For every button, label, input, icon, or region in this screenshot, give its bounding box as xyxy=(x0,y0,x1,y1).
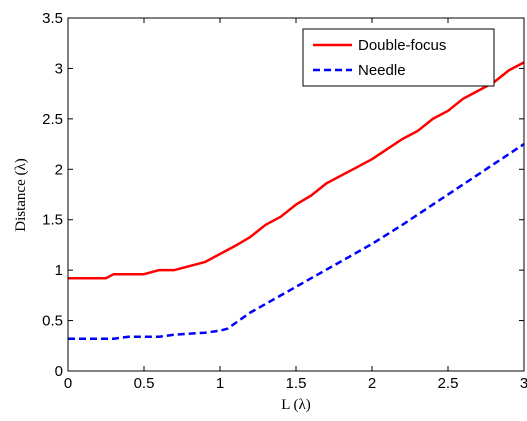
x-tick-label: 2 xyxy=(368,375,376,392)
x-axis-label: L (λ) xyxy=(281,397,311,413)
series-line-double-focus xyxy=(68,61,525,280)
series-layer xyxy=(68,61,525,340)
legend-label-needle: Needle xyxy=(358,62,406,79)
legend-label-double-focus: Double-focus xyxy=(358,37,446,54)
x-tick-label: 1 xyxy=(216,375,224,392)
y-tick-label: 1.5 xyxy=(42,212,63,229)
y-tick-label: 3.5 xyxy=(42,10,63,27)
y-tick-label: 2.5 xyxy=(42,111,63,128)
x-tick-label: 1.5 xyxy=(286,375,307,392)
y-axis-label: Distance (λ) xyxy=(13,158,29,232)
y-tick-label: 0 xyxy=(55,363,63,380)
series-line-needle xyxy=(68,143,525,340)
x-tick-label: 0.5 xyxy=(134,375,155,392)
x-tick-label: 3 xyxy=(520,375,527,392)
x-tick-label: 2.5 xyxy=(438,375,459,392)
ticks-layer: 0 0.5 1 1.5 2 2.5 3 0 0.5 1 1.5 2 2.5 3 3.5 xyxy=(42,10,527,392)
y-tick-label: 3 xyxy=(55,60,63,77)
legend: Double-focus Needle xyxy=(302,28,495,87)
x-tick-label: 0 xyxy=(64,375,72,392)
legend-box xyxy=(302,28,495,87)
y-tick-label: 1 xyxy=(55,262,63,279)
y-tick-label: 0.5 xyxy=(42,313,63,330)
y-tick-label: 2 xyxy=(55,161,63,178)
